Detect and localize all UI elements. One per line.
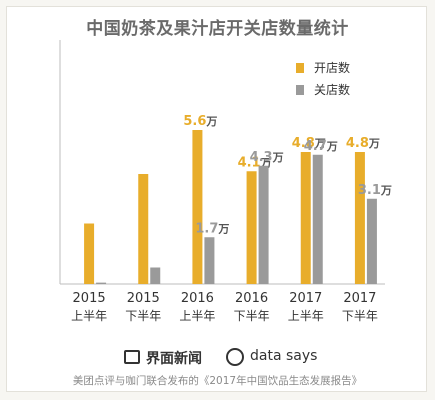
legend-label-0: 开店数 [314,60,350,75]
x-tick-half-0: 上半年 [71,309,107,323]
legend-swatch-1 [296,85,304,95]
data-label-open-2: 5.6万 [183,114,217,129]
bar-close-2 [204,237,215,284]
source-note: 美团点评与咖门联合发布的《2017年中国饮品生态发展报告》 [72,375,363,387]
x-tick-year-2: 2016 [181,291,214,306]
chart-title: 中国奶茶及果汁店开关店数量统计 [86,19,349,39]
x-tick-year-1: 2015 [127,291,160,306]
bar-open-2 [192,130,203,284]
x-tick-half-2: 上半年 [179,309,215,323]
legend-swatch-0 [296,63,304,73]
x-tick-year-4: 2017 [289,291,322,306]
bar-close-3 [258,165,269,284]
bar-open-0 [84,223,95,284]
x-tick-year-5: 2017 [343,291,376,306]
data-label-close-2: 1.7万 [195,221,229,236]
x-tick-half-4: 上半年 [288,309,324,323]
data-label-open-5: 4.8万 [346,136,380,151]
data-label-close-4: 4.7万 [304,139,338,154]
bar-close-5 [366,198,377,284]
x-tick-half-5: 下半年 [342,309,378,323]
data-label-close-5: 3.1万 [358,183,392,198]
x-tick-year-3: 2016 [235,291,268,306]
x-tick-year-0: 2015 [73,291,106,306]
jiemian-logo-icon [124,350,140,364]
bar-open-4 [300,152,311,284]
x-tick-half-3: 下半年 [234,309,270,323]
x-tick-half-1: 下半年 [125,309,161,323]
bar-close-4 [312,154,323,284]
data-says-logo-icon [226,348,244,366]
brand-jiemian: 界面新闻 [146,351,202,367]
bar-open-3 [246,171,257,284]
bar-close-1 [150,267,161,284]
brand-data-says: data says [250,348,318,364]
bar-open-5 [354,152,365,284]
legend-label-1: 关店数 [314,82,350,97]
data-label-close-3: 4.3万 [250,150,284,165]
data-label-open-4: 4.8万 [292,136,326,151]
footer-brands: 界面新闻 data says [0,348,435,370]
bar-close-0 [96,282,107,284]
bar-open-1 [138,174,149,284]
